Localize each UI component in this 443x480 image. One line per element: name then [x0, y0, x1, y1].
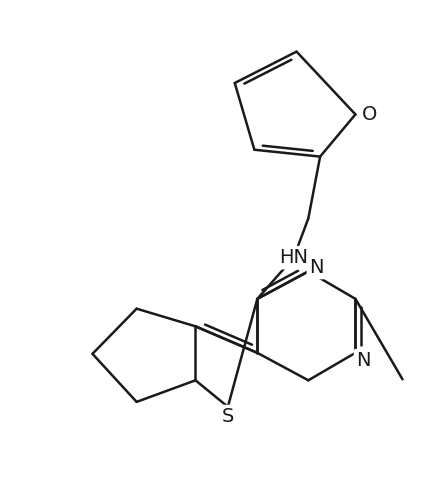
Text: O: O: [361, 105, 377, 124]
Text: HN: HN: [279, 248, 308, 267]
Text: N: N: [356, 351, 370, 370]
Text: S: S: [222, 407, 234, 426]
Text: N: N: [309, 258, 323, 277]
